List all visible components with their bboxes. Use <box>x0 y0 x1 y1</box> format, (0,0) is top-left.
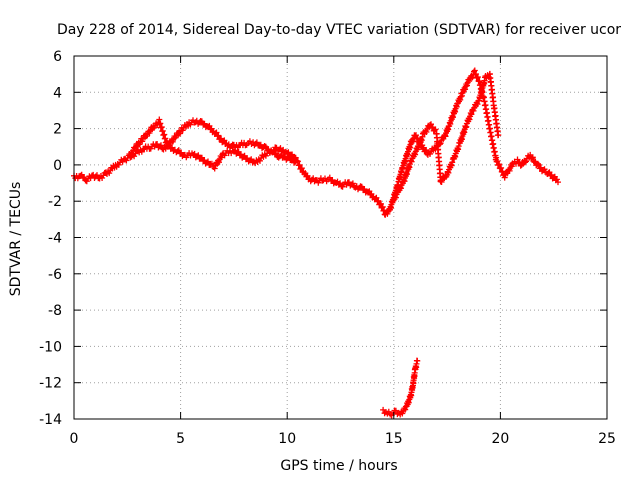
plus-markers <box>380 357 421 419</box>
plot-frame <box>73 55 608 420</box>
series-secondary-trace-afternoon <box>390 70 502 203</box>
y-tick-label: -4 <box>48 231 62 247</box>
y-tick-label: -14 <box>39 412 62 428</box>
x-tick-label: 25 <box>598 431 616 447</box>
plus-markers <box>71 67 561 218</box>
y-tick-label: -8 <box>48 303 62 319</box>
y-axis-label: SDTVAR / TECUs <box>8 182 24 297</box>
y-tick-label: 6 <box>53 49 62 65</box>
x-tick-label: 10 <box>278 431 296 447</box>
y-tick-label: -12 <box>39 376 62 392</box>
x-axis-label: GPS time / hours <box>280 458 397 474</box>
series-secondary-trace-morning <box>126 116 299 172</box>
grid-lines <box>74 56 607 419</box>
plus-markers <box>390 70 502 203</box>
data-marks <box>71 67 561 419</box>
x-tick-label: 20 <box>491 431 509 447</box>
plus-markers <box>126 116 299 172</box>
series-low-outlier-trace <box>380 357 421 419</box>
x-tick-label: 5 <box>176 431 185 447</box>
y-tick-label: -6 <box>48 267 62 283</box>
series-main-trace <box>71 67 561 218</box>
y-tick-label: -2 <box>48 194 62 210</box>
y-tick-label: -10 <box>39 339 62 355</box>
chart-title: Day 228 of 2014, Sidereal Day-to-day VTE… <box>57 22 621 38</box>
y-tick-label: 4 <box>53 85 62 101</box>
y-tick-label: 0 <box>53 158 62 174</box>
x-tick-label: 15 <box>385 431 403 447</box>
y-tick-label: 2 <box>53 122 62 138</box>
x-tick-label: 0 <box>70 431 79 447</box>
